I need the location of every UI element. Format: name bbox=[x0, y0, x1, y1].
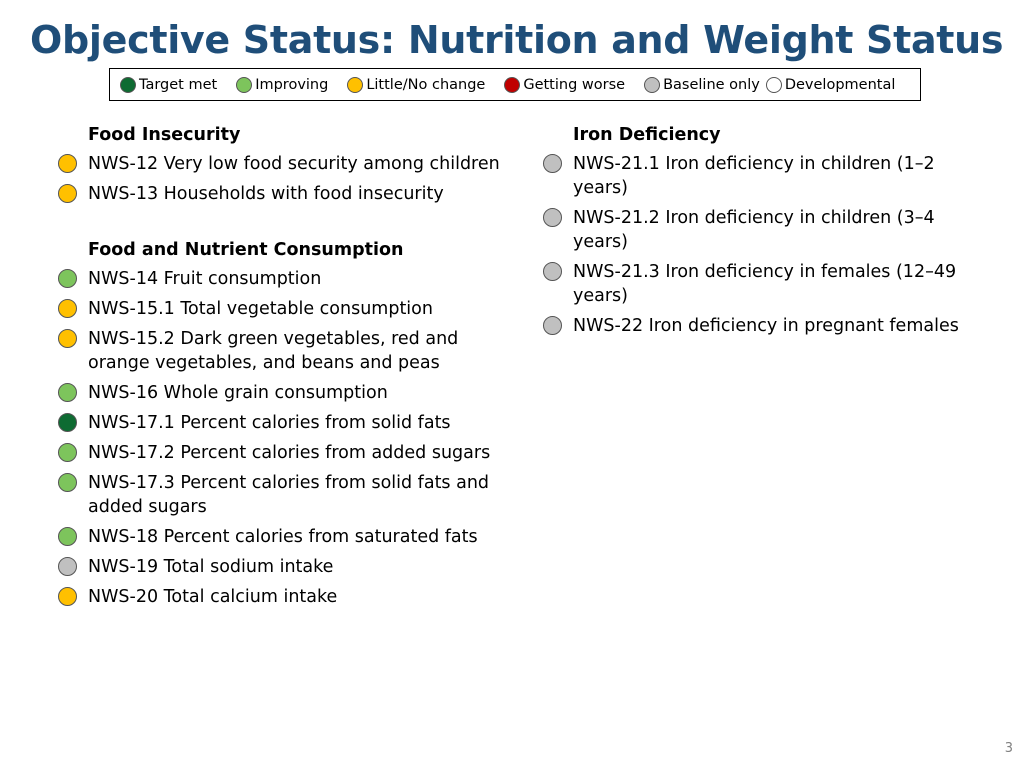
objective-item: NWS-17.1 Percent calories from solid fat… bbox=[58, 411, 518, 435]
right-column: Iron Deficiency NWS-21.1 Iron deficiency … bbox=[543, 124, 983, 344]
objective-text: NWS-16 Whole grain consumption bbox=[88, 383, 388, 403]
status-legend: Target met Improving Little/No change Getti… bbox=[109, 68, 921, 101]
objective-text: NWS-17.1 Percent calories from solid fat… bbox=[88, 413, 451, 433]
objective-text: NWS-19 Total sodium intake bbox=[88, 557, 334, 577]
objective-text: NWS-18 Percent calories from saturated f… bbox=[88, 527, 478, 547]
objective-item: NWS-18 Percent calories from saturated f… bbox=[58, 525, 518, 549]
status-dot-icon bbox=[236, 76, 253, 93]
objective-text: NWS-21.1 Iron deficiency in children (1–… bbox=[573, 154, 935, 198]
objective-item: NWS-15.2 Dark green vegetables, red and … bbox=[58, 327, 518, 375]
status-dot-icon bbox=[120, 76, 136, 93]
status-dot-icon bbox=[543, 154, 562, 173]
objective-item: NWS-14 Fruit consumption bbox=[58, 267, 518, 291]
objective-item: NWS-13 Households with food insecurity bbox=[58, 182, 518, 206]
status-dot-icon bbox=[543, 316, 562, 335]
objective-text: NWS-14 Fruit consumption bbox=[88, 269, 322, 289]
status-dot-icon bbox=[347, 76, 364, 93]
status-dot-icon bbox=[58, 383, 77, 402]
status-dot-icon bbox=[58, 473, 77, 492]
objective-item: NWS-16 Whole grain consumption bbox=[58, 381, 518, 405]
section-spacer bbox=[58, 212, 518, 239]
legend-item-developmental: Developmental bbox=[765, 76, 896, 93]
objective-text: NWS-15.1 Total vegetable consumption bbox=[88, 299, 433, 319]
objective-item: NWS-20 Total calcium intake bbox=[58, 585, 518, 609]
status-dot-icon bbox=[58, 587, 77, 606]
page-title: Objective Status: Nutrition and Weight S… bbox=[30, 18, 1004, 62]
legend-item-baseline-only: Baseline only bbox=[644, 76, 760, 93]
legend-label: Improving bbox=[255, 76, 329, 93]
objective-item: NWS-15.1 Total vegetable consumption bbox=[58, 297, 518, 321]
objective-text: NWS-13 Households with food insecurity bbox=[88, 184, 444, 204]
legend-item-getting-worse: Getting worse bbox=[504, 76, 626, 93]
objective-item: NWS-19 Total sodium intake bbox=[58, 555, 518, 579]
objective-item: NWS-21.1 Iron deficiency in children (1–… bbox=[543, 152, 983, 200]
status-dot-icon bbox=[765, 76, 782, 93]
objective-item: NWS-12 Very low food security among chil… bbox=[58, 152, 518, 176]
status-dot-icon bbox=[58, 184, 77, 203]
status-dot-icon bbox=[644, 76, 661, 93]
objective-item: NWS-21.2 Iron deficiency in children (3–… bbox=[543, 206, 983, 254]
objective-item: NWS-17.3 Percent calories from solid fat… bbox=[58, 471, 518, 519]
legend-label: Target met bbox=[139, 76, 218, 93]
status-dot-icon bbox=[58, 557, 77, 576]
objective-item: NWS-22 Iron deficiency in pregnant femal… bbox=[543, 314, 983, 338]
legend-label: Baseline only bbox=[663, 76, 760, 93]
objective-text: NWS-17.3 Percent calories from solid fat… bbox=[88, 473, 490, 517]
status-dot-icon bbox=[504, 76, 521, 93]
status-dot-icon bbox=[58, 269, 77, 288]
status-dot-icon bbox=[58, 443, 77, 462]
objective-text: NWS-17.2 Percent calories from added sug… bbox=[88, 443, 491, 463]
objective-text: NWS-20 Total calcium intake bbox=[88, 587, 338, 607]
section-heading: Iron Deficiency bbox=[573, 125, 721, 145]
status-dot-icon bbox=[543, 262, 562, 281]
legend-item-improving: Improving bbox=[236, 76, 329, 93]
objective-item: NWS-21.3 Iron deficiency in females (12–… bbox=[543, 260, 983, 308]
section-heading: Food Insecurity bbox=[88, 125, 241, 145]
objective-text: NWS-15.2 Dark green vegetables, red and … bbox=[88, 329, 459, 373]
legend-item-little-no-change: Little/No change bbox=[347, 76, 486, 93]
objective-text: NWS-22 Iron deficiency in pregnant femal… bbox=[573, 316, 959, 336]
legend-label: Getting worse bbox=[523, 76, 626, 93]
status-dot-icon bbox=[58, 154, 77, 173]
status-dot-icon bbox=[58, 527, 77, 546]
objective-text: NWS-12 Very low food security among chil… bbox=[88, 154, 500, 174]
page-number: 3 bbox=[1004, 741, 1013, 756]
status-dot-icon bbox=[58, 299, 77, 318]
legend-label: Developmental bbox=[784, 76, 896, 93]
status-dot-icon bbox=[58, 413, 77, 432]
legend-label: Little/No change bbox=[366, 76, 486, 93]
legend-item-target-met: Target met bbox=[120, 76, 218, 93]
objective-item: NWS-17.2 Percent calories from added sug… bbox=[58, 441, 518, 465]
status-dot-icon bbox=[58, 329, 77, 348]
objective-text: NWS-21.2 Iron deficiency in children (3–… bbox=[573, 208, 935, 252]
objective-text: NWS-21.3 Iron deficiency in females (12–… bbox=[573, 262, 957, 306]
section-heading: Food and Nutrient Consumption bbox=[88, 240, 404, 260]
status-dot-icon bbox=[543, 208, 562, 227]
left-column: Food Insecurity NWS-12 Very low food secu… bbox=[58, 124, 518, 615]
